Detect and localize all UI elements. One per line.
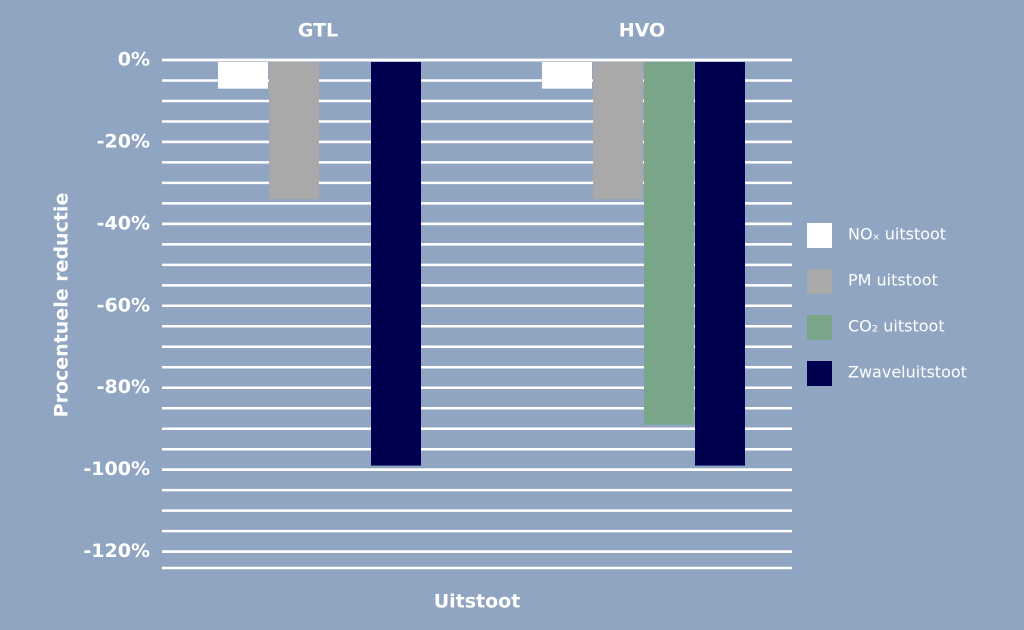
legend-label: CO₂ uitstoot bbox=[848, 317, 945, 336]
legend-swatch bbox=[807, 315, 832, 340]
category-label: GTL bbox=[298, 20, 338, 42]
category-label: HVO bbox=[619, 20, 665, 42]
y-tick-label: 0% bbox=[118, 49, 150, 71]
y-tick-label: -40% bbox=[97, 212, 150, 234]
bar bbox=[269, 62, 319, 200]
bar bbox=[371, 62, 421, 466]
x-axis-label: Uitstoot bbox=[434, 591, 521, 613]
bar bbox=[695, 62, 745, 466]
legend-label: NOₓ uitstoot bbox=[848, 225, 946, 244]
legend-label: PM uitstoot bbox=[848, 271, 938, 290]
y-tick-label: -80% bbox=[97, 376, 150, 398]
bar bbox=[542, 62, 592, 89]
y-tick-label: -20% bbox=[97, 130, 150, 152]
y-tick-label: -120% bbox=[83, 540, 150, 562]
bar bbox=[218, 62, 268, 89]
y-axis-label: Procentuele reductie bbox=[51, 193, 73, 418]
legend-swatch bbox=[807, 361, 832, 386]
legend-label: Zwaveluitstoot bbox=[848, 363, 967, 382]
bar bbox=[593, 62, 643, 200]
bar bbox=[644, 62, 694, 425]
y-tick-label: -60% bbox=[97, 294, 150, 316]
legend-swatch bbox=[807, 223, 832, 248]
legend-swatch bbox=[807, 269, 832, 294]
y-tick-label: -100% bbox=[83, 458, 150, 480]
